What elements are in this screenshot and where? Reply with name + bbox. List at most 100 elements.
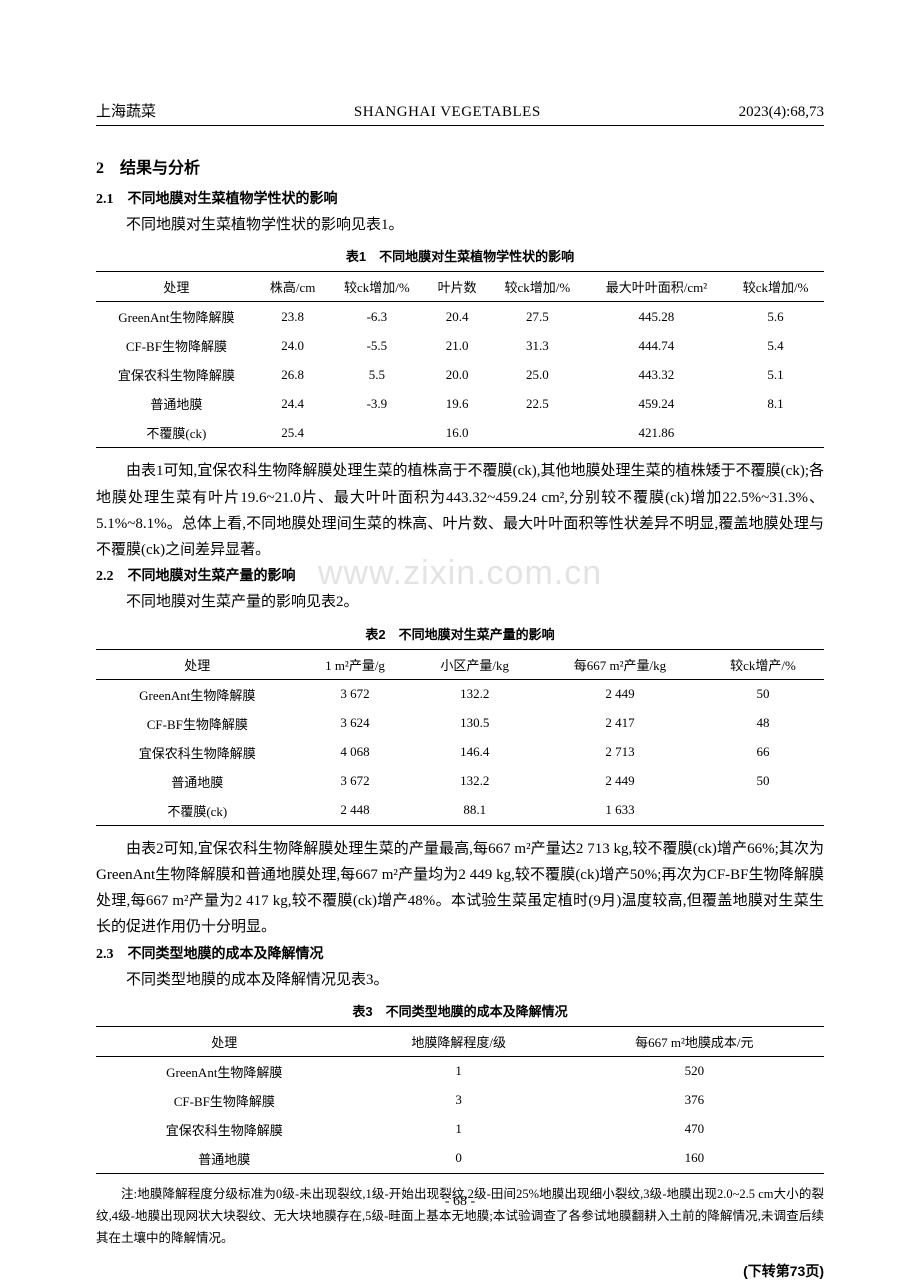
table-cell: 421.86 — [586, 418, 727, 448]
section-2-heading: 2 结果与分析 — [96, 154, 824, 178]
table-cell: CF-BF生物降解膜 — [96, 709, 299, 738]
table-1-title: 表1 不同地膜对生菜植物学性状的影响 — [96, 246, 824, 265]
table-3-title: 表3 不同类型地膜的成本及降解情况 — [96, 1001, 824, 1020]
table-cell: 不覆膜(ck) — [96, 796, 299, 826]
table-cell: 520 — [565, 1056, 824, 1086]
table-row: 宜保农科生物降解膜26.85.520.025.0443.325.1 — [96, 360, 824, 389]
t1-h7: 较ck增加/% — [727, 272, 824, 302]
table-cell: CF-BF生物降解膜 — [96, 1086, 353, 1115]
table-cell: 5.6 — [727, 302, 824, 332]
table-2: 处理 1 m²产量/g 小区产量/kg 每667 m²产量/kg 较ck增产/%… — [96, 649, 824, 826]
table-3: 处理 地膜降解程度/级 每667 m²地膜成本/元 GreenAnt生物降解膜1… — [96, 1026, 824, 1174]
section-2-3-title: 不同类型地膜的成本及降解情况 — [128, 945, 324, 961]
table-cell: 27.5 — [489, 302, 586, 332]
t1-h1: 处理 — [96, 272, 257, 302]
section-2-1-title: 不同地膜对生菜植物学性状的影响 — [128, 190, 338, 206]
table-cell: 130.5 — [411, 709, 538, 738]
table-cell: 16.0 — [425, 418, 489, 448]
table-cell: 443.32 — [586, 360, 727, 389]
table-cell: 宜保农科生物降解膜 — [96, 360, 257, 389]
t1-h4: 叶片数 — [425, 272, 489, 302]
t1-h5: 较ck增加/% — [489, 272, 586, 302]
journal-name-cn: 上海蔬菜 — [96, 100, 156, 121]
table-row: 普通地膜24.4-3.919.622.5459.248.1 — [96, 389, 824, 418]
table-cell: 376 — [565, 1086, 824, 1115]
table-cell: 459.24 — [586, 389, 727, 418]
table-cell: 66 — [702, 738, 824, 767]
table-cell: 普通地膜 — [96, 767, 299, 796]
t2-h1: 处理 — [96, 649, 299, 679]
t1-h2: 株高/cm — [257, 272, 329, 302]
table-cell: 132.2 — [411, 679, 538, 709]
table-cell: 2 448 — [299, 796, 412, 826]
table-cell: 444.74 — [586, 331, 727, 360]
table-cell: 普通地膜 — [96, 1144, 353, 1174]
continued-on-page: (下转第73页) — [96, 1261, 824, 1281]
table-cell: 50 — [702, 767, 824, 796]
table-cell: 50 — [702, 679, 824, 709]
section-2-2-number: 2.2 — [96, 569, 114, 584]
section-2-3-heading: 2.3 不同类型地膜的成本及降解情况 — [96, 943, 824, 963]
table-row: 不覆膜(ck)25.416.0421.86 — [96, 418, 824, 448]
table-cell: 48 — [702, 709, 824, 738]
table-cell: 5.5 — [328, 360, 425, 389]
table-cell: 24.4 — [257, 389, 329, 418]
table-cell — [702, 796, 824, 826]
table-cell: 20.4 — [425, 302, 489, 332]
table-cell: GreenAnt生物降解膜 — [96, 302, 257, 332]
table-cell: 1 — [353, 1115, 565, 1144]
table-row: CF-BF生物降解膜3376 — [96, 1086, 824, 1115]
table-row: 普通地膜0160 — [96, 1144, 824, 1174]
issue-page-ref: 2023(4):68,73 — [739, 104, 824, 121]
table-cell: 132.2 — [411, 767, 538, 796]
table-row: GreenAnt生物降解膜1520 — [96, 1056, 824, 1086]
t3-h1: 处理 — [96, 1026, 353, 1056]
section-2-1-number: 2.1 — [96, 192, 114, 207]
table-cell: 445.28 — [586, 302, 727, 332]
table-cell: 3 672 — [299, 767, 412, 796]
table-cell: GreenAnt生物降解膜 — [96, 679, 299, 709]
journal-name-en: SHANGHAI VEGETABLES — [354, 104, 541, 121]
section-2-3-para: 不同类型地膜的成本及降解情况见表3。 — [96, 967, 824, 993]
t1-h6: 最大叶叶面积/cm² — [586, 272, 727, 302]
table-cell: 88.1 — [411, 796, 538, 826]
table-cell: 8.1 — [727, 389, 824, 418]
table-cell: 146.4 — [411, 738, 538, 767]
table-cell: 宜保农科生物降解膜 — [96, 738, 299, 767]
t2-h4: 每667 m²产量/kg — [538, 649, 702, 679]
table-cell: 宜保农科生物降解膜 — [96, 1115, 353, 1144]
table-cell: 25.0 — [489, 360, 586, 389]
table-cell: 21.0 — [425, 331, 489, 360]
table-cell: 470 — [565, 1115, 824, 1144]
table-cell: -5.5 — [328, 331, 425, 360]
table-cell: 19.6 — [425, 389, 489, 418]
table-row: 宜保农科生物降解膜1470 — [96, 1115, 824, 1144]
table-cell: CF-BF生物降解膜 — [96, 331, 257, 360]
table-row: CF-BF生物降解膜3 624130.52 41748 — [96, 709, 824, 738]
table-cell: 20.0 — [425, 360, 489, 389]
t2-h2: 1 m²产量/g — [299, 649, 412, 679]
t1-h3: 较ck增加/% — [328, 272, 425, 302]
section-2-1-para: 不同地膜对生菜植物学性状的影响见表1。 — [96, 212, 824, 238]
section-2-2-para: 不同地膜对生菜产量的影响见表2。 — [96, 589, 824, 615]
table-cell: 不覆膜(ck) — [96, 418, 257, 448]
section-2-3-number: 2.3 — [96, 947, 114, 962]
table-cell: -3.9 — [328, 389, 425, 418]
table-cell: 22.5 — [489, 389, 586, 418]
table-cell: 2 449 — [538, 767, 702, 796]
table-cell: 160 — [565, 1144, 824, 1174]
section-2-number: 2 — [96, 160, 104, 177]
table-cell — [328, 418, 425, 448]
table-cell: 5.4 — [727, 331, 824, 360]
table-cell: 4 068 — [299, 738, 412, 767]
table-cell: -6.3 — [328, 302, 425, 332]
table-row: CF-BF生物降解膜24.0-5.521.031.3444.745.4 — [96, 331, 824, 360]
table-cell: 31.3 — [489, 331, 586, 360]
section-2-1-heading: 2.1 不同地膜对生菜植物学性状的影响 — [96, 188, 824, 208]
table-cell: 普通地膜 — [96, 389, 257, 418]
section-2-2-heading: 2.2 不同地膜对生菜产量的影响 — [96, 565, 824, 585]
table-cell: 2 449 — [538, 679, 702, 709]
table-row: GreenAnt生物降解膜3 672132.22 44950 — [96, 679, 824, 709]
table-row: 普通地膜3 672132.22 44950 — [96, 767, 824, 796]
table-cell: 5.1 — [727, 360, 824, 389]
